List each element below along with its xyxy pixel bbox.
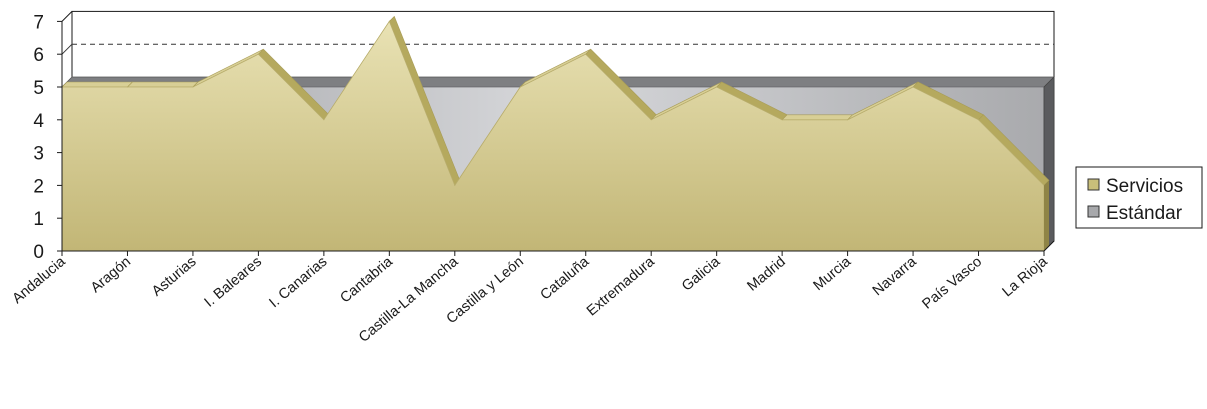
x-tick-label-11: Madrid xyxy=(744,254,788,295)
y-tick-label-1: 1 xyxy=(33,209,44,230)
servicios-point-4 xyxy=(323,119,325,121)
servicios-point-1 xyxy=(126,86,128,88)
servicios-ridge-1 xyxy=(126,81,199,88)
gridlines xyxy=(61,43,1054,55)
x-tick-label-5: Cantabria xyxy=(337,253,396,306)
x-tick-label-13: Navarra xyxy=(870,253,921,299)
y-tick-label-3: 3 xyxy=(33,144,44,165)
x-tick-label-15: La Rioja xyxy=(1000,253,1052,300)
y-tick-label-2: 2 xyxy=(33,176,44,197)
axes xyxy=(61,11,1055,252)
servicios-point-6 xyxy=(454,184,456,186)
x-tick-label-2: Asturias xyxy=(149,254,199,300)
servicios-point-5 xyxy=(388,20,390,22)
servicios-point-10 xyxy=(716,86,718,88)
y-axis-ticks: 0 1 2 3 4 5 6 7 xyxy=(33,12,62,263)
y-tick-label-6: 6 xyxy=(33,45,44,66)
x-tick-label-4: I. Canarias xyxy=(266,254,330,311)
servicios-point-13 xyxy=(912,86,914,88)
legend: Servicios Estándar xyxy=(1075,166,1203,229)
top-depth-line xyxy=(61,11,73,22)
floor-depth-line xyxy=(1043,240,1055,252)
servicios-point-3 xyxy=(257,53,259,55)
y-tick-label-4: 4 xyxy=(33,111,44,132)
servicios-side-face xyxy=(1044,180,1049,251)
servicios-point-14 xyxy=(978,119,980,121)
x-axis-ticks: Andalucia Aragón Asturias I. Baleares I. Can… xyxy=(9,251,1051,346)
x-tick-label-3: I. Baleares xyxy=(202,254,265,311)
x-tick-label-12: Murcia xyxy=(811,253,855,294)
servicios-point-8 xyxy=(585,53,587,55)
x-tick-label-8: Cataluña xyxy=(538,253,593,303)
x-tick-label-14: País Vasco xyxy=(919,254,985,313)
legend-swatch-servicios xyxy=(1087,178,1100,191)
servicios-ridge-11 xyxy=(781,114,854,121)
y-tick-label-0: 0 xyxy=(33,242,44,263)
x-tick-label-10: Galicia xyxy=(679,253,724,294)
series-servicios xyxy=(61,15,1050,252)
y-tick-label-7: 7 xyxy=(33,12,44,33)
x-tick-label-9: Extremadura xyxy=(584,253,659,319)
legend-frame xyxy=(1075,166,1203,229)
servicios-point-11 xyxy=(781,119,783,121)
servicios-point-9 xyxy=(650,119,652,121)
gridline-depth-6 xyxy=(61,43,73,55)
x-tick-label-1: Aragón xyxy=(88,254,134,296)
y-tick-label-5: 5 xyxy=(33,78,44,99)
servicios-point-12 xyxy=(847,119,849,121)
legend-label-estandar: Estándar xyxy=(1106,203,1183,224)
servicios-point-2 xyxy=(192,86,194,88)
legend-swatch-estandar xyxy=(1087,205,1100,218)
servicios-point-7 xyxy=(519,86,521,88)
servicios-ridge-0 xyxy=(61,81,134,88)
legend-label-servicios: Servicios xyxy=(1106,176,1183,197)
